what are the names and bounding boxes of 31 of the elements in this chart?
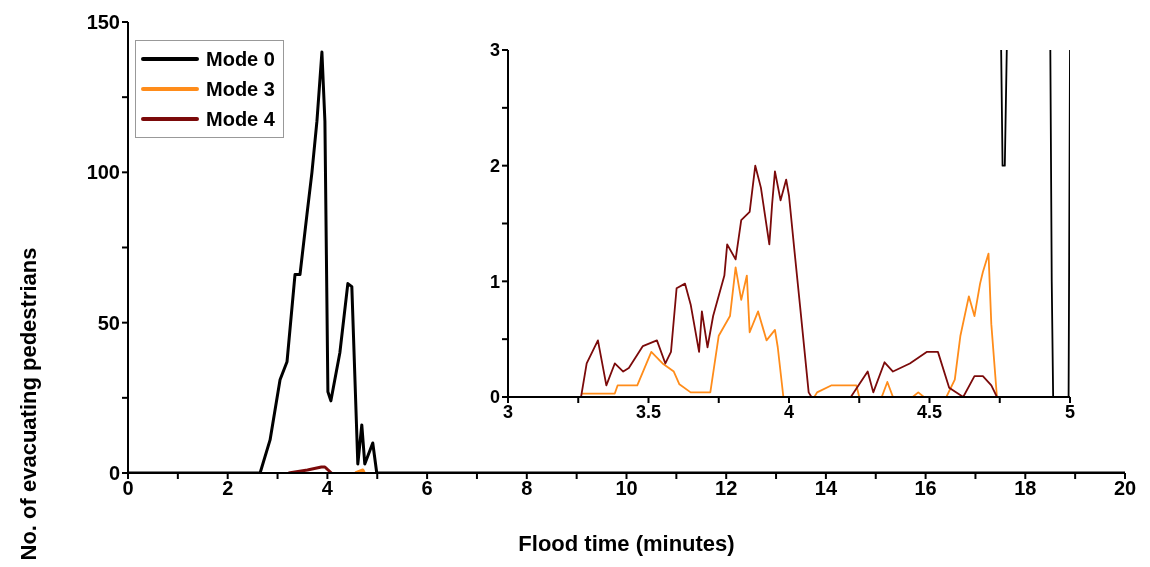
y-tick-label: 0 (489, 387, 500, 408)
x-tick-label: 20 (1113, 477, 1137, 500)
x-tick-label: 8 (521, 477, 533, 500)
x-tick-label: 4 (783, 401, 795, 422)
y-tick-label: 3 (489, 40, 500, 61)
x-tick-label: 12 (715, 477, 738, 500)
x-tick-label: 18 (1014, 477, 1037, 500)
x-tick-label: 6 (421, 477, 433, 500)
legend-label: Mode 4 (206, 107, 275, 132)
y-tick-label: 150 (86, 11, 120, 34)
x-tick-label: 2 (222, 477, 234, 500)
y-tick-label: 50 (97, 311, 120, 334)
legend-label: Mode 0 (206, 47, 275, 72)
x-tick-label: 0 (122, 477, 134, 500)
line-series (580, 164, 998, 397)
y-tick-label: 2 (489, 156, 500, 177)
x-tick-label: 4 (321, 477, 334, 500)
legend-label: Mode 3 (206, 77, 275, 102)
x-tick-label: 5 (1064, 401, 1076, 422)
line-series (580, 252, 998, 397)
y-axis-title: No. of evacuating pedestrians (15, 247, 41, 561)
x-axis-title: Flood time (minutes) (518, 531, 735, 556)
x-tick-label: 14 (814, 477, 838, 500)
y-tick-label: 1 (489, 271, 500, 292)
x-tick-label: 3 (502, 401, 514, 422)
x-tick-label: 10 (615, 477, 638, 500)
y-tick-label: 100 (86, 161, 120, 184)
x-tick-label: 16 (914, 477, 937, 500)
x-tick-label: 3.5 (635, 401, 662, 422)
x-tick-label: 4.5 (916, 401, 943, 422)
y-tick-label: 0 (108, 462, 120, 485)
